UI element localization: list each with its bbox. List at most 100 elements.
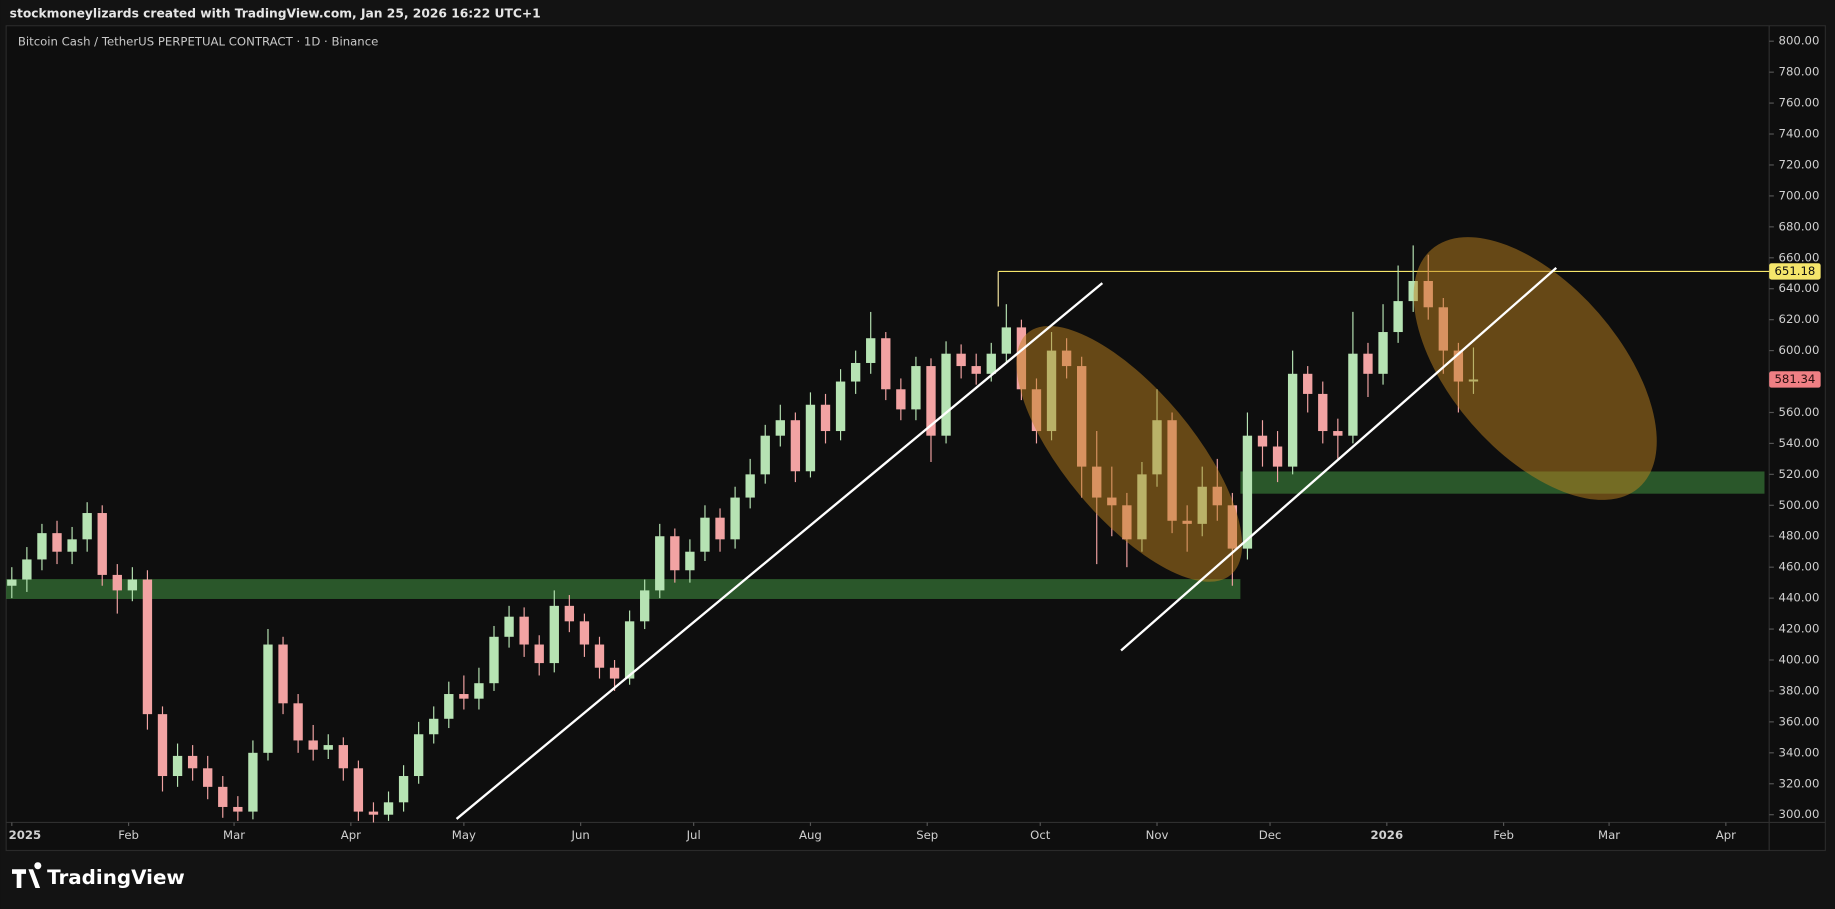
- trendline: [455, 282, 1104, 820]
- candle-body: [1001, 327, 1012, 354]
- candle-body: [383, 802, 394, 815]
- highlight-ellipse: [1413, 237, 1657, 500]
- candle-body: [308, 740, 318, 750]
- candle-body: [730, 497, 740, 540]
- y-tick-label: 640.00: [1779, 281, 1820, 295]
- candle-body: [579, 621, 590, 645]
- x-tick-label: May: [452, 828, 476, 842]
- last-price-badge: [1769, 371, 1821, 388]
- candle-body: [670, 536, 680, 571]
- attribution: stockmoneylizards created with TradingVi…: [10, 7, 541, 21]
- y-tick-label: 680.00: [1779, 219, 1820, 233]
- x-tick-label: Apr: [1716, 828, 1736, 842]
- y-tick-label: 340.00: [1779, 745, 1820, 759]
- x-tick-label: Sep: [916, 828, 938, 842]
- candle-body: [700, 517, 710, 552]
- support-zone: [6, 579, 1241, 599]
- candle-body: [655, 536, 665, 591]
- y-tick-label: 600.00: [1779, 343, 1820, 357]
- candle-body: [278, 644, 288, 704]
- candle-body: [926, 366, 936, 436]
- candle-body: [881, 338, 891, 390]
- y-tick-label: 740.00: [1779, 127, 1820, 141]
- support-zone: [1240, 471, 1765, 494]
- trendline: [1120, 267, 1558, 652]
- candle-body: [323, 745, 333, 750]
- brand: TradingView: [47, 866, 185, 889]
- candle-body: [775, 420, 785, 436]
- candle-body: [67, 539, 77, 552]
- footer-logo: TradingView: [12, 862, 185, 889]
- candle-body: [850, 362, 861, 382]
- candle-body: [504, 616, 514, 637]
- candle-body: [1242, 435, 1253, 549]
- x-tick-label: Jul: [686, 828, 701, 842]
- candle-body: [564, 605, 575, 622]
- y-tick-label: 780.00: [1779, 65, 1820, 79]
- x-tick-label: Nov: [1146, 828, 1169, 842]
- candle-body: [1303, 373, 1313, 394]
- x-tick-label: Dec: [1259, 828, 1282, 842]
- candle-body: [37, 533, 47, 560]
- candle-body: [157, 714, 168, 777]
- axes: 300.00 320.00 340.00 360.00 380.00 400.00 420.…: [9, 34, 1821, 842]
- x-tick-label: Mar: [223, 828, 245, 842]
- candle-body: [805, 404, 816, 472]
- y-tick-label: 460.00: [1779, 560, 1820, 574]
- chart-title: Bitcoin Cash / TetherUS PERPETUAL CONTRA…: [18, 35, 378, 49]
- candle-body: [624, 621, 635, 679]
- candle-body: [1333, 431, 1343, 436]
- x-tick-label: Jun: [571, 828, 590, 842]
- last-price-label: 581.34: [1774, 372, 1815, 386]
- candle-body: [263, 644, 273, 753]
- candle-body: [52, 533, 62, 552]
- y-tick-label: 540.00: [1779, 436, 1820, 450]
- y-tick-label: 400.00: [1779, 652, 1820, 666]
- y-tick-label: 700.00: [1779, 188, 1820, 202]
- y-tick-label: 660.00: [1779, 250, 1820, 264]
- candle-body: [338, 745, 348, 769]
- x-tick-label: Mar: [1598, 828, 1620, 842]
- y-tick-label: 760.00: [1779, 96, 1820, 110]
- candle-body: [1408, 280, 1418, 302]
- candle-body: [218, 786, 228, 807]
- candle-body: [1393, 301, 1403, 333]
- candle-body: [685, 551, 695, 571]
- candle-body: [203, 768, 213, 787]
- candle-body: [835, 381, 846, 432]
- candle-body: [640, 590, 650, 622]
- y-tick-label: 520.00: [1779, 467, 1820, 481]
- y-tick-label: 500.00: [1779, 498, 1820, 512]
- y-tick-label: 720.00: [1779, 157, 1820, 171]
- candle-body: [368, 811, 379, 815]
- candle-body: [248, 752, 258, 812]
- candle-body: [986, 353, 996, 374]
- candle-body: [142, 579, 153, 715]
- candle-body: [353, 768, 364, 812]
- y-tick-label: 420.00: [1779, 622, 1820, 636]
- candle-body: [82, 513, 92, 540]
- candle-body: [534, 644, 544, 664]
- candle-body: [549, 605, 559, 664]
- candle-body: [971, 366, 981, 374]
- candle-body: [233, 806, 243, 812]
- candle-body: [97, 513, 107, 575]
- candle-body: [7, 579, 17, 586]
- x-tick-label: Aug: [799, 828, 822, 842]
- drawings: [455, 237, 1657, 820]
- price-line-badge: [1769, 263, 1821, 280]
- candle-body: [790, 420, 801, 472]
- candle-body: [172, 755, 183, 777]
- candle-body: [609, 667, 620, 679]
- candle-body: [444, 694, 454, 719]
- y-tick-label: 300.00: [1779, 807, 1820, 821]
- y-tick-label: 360.00: [1779, 714, 1820, 728]
- price-line-label: 651.18: [1774, 264, 1815, 278]
- candle-body: [866, 338, 876, 363]
- candle-body: [715, 517, 725, 540]
- y-tick-label: 560.00: [1779, 405, 1820, 419]
- logo-mark: [12, 862, 42, 888]
- candle-body: [820, 404, 831, 432]
